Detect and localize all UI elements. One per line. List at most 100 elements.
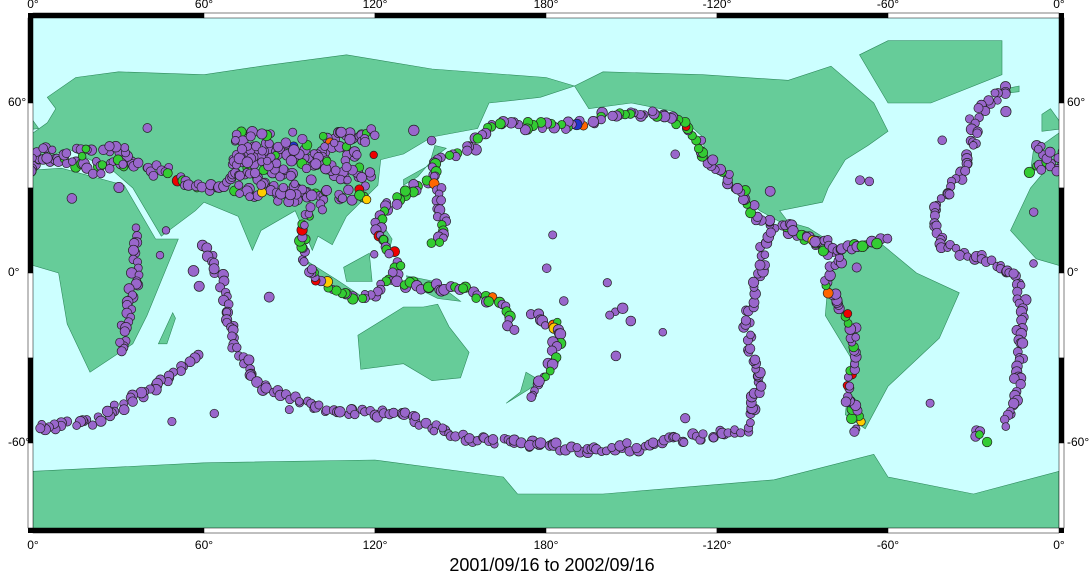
quake-dot [694, 143, 704, 154]
quake-dot [335, 126, 347, 138]
quake-dot [1008, 268, 1019, 279]
lat-label: 0° [8, 265, 20, 279]
quake-dot [310, 158, 322, 170]
lon-label: 180° [534, 0, 559, 11]
quake-dot [462, 145, 473, 156]
frame-band [374, 527, 547, 534]
quake-dot [370, 250, 379, 259]
quake-dot [72, 421, 81, 430]
quake-dot [436, 195, 446, 206]
quake-dot [104, 141, 115, 152]
quake-dot [1015, 379, 1026, 390]
quake-dot [354, 189, 366, 201]
quake-dot [245, 131, 256, 142]
quake-dot [464, 433, 475, 444]
quake-dot [765, 227, 776, 238]
lon-label: -60° [877, 538, 899, 552]
quake-dot [445, 150, 455, 160]
quake-dot [972, 128, 982, 139]
quake-dot [1023, 166, 1035, 178]
quake-dot [251, 141, 262, 152]
quake-dot [509, 324, 520, 335]
frame-band [32, 12, 205, 19]
quake-dot [1029, 259, 1038, 268]
quake-dot [260, 382, 272, 394]
quake-dot [101, 405, 114, 418]
frame-band [27, 272, 34, 359]
quake-dot [232, 342, 242, 353]
quake-dot [155, 251, 165, 260]
frame-bands [27, 12, 1065, 534]
quake-dot [33, 153, 37, 163]
quake-dot [526, 392, 537, 402]
quake-dot [824, 269, 836, 282]
quake-dot [671, 432, 681, 442]
quake-dot [851, 333, 860, 342]
quake-dot [851, 262, 862, 273]
quake-dot [707, 154, 719, 166]
quake-dot [167, 416, 177, 427]
quake-dot [408, 124, 420, 137]
quake-dot [118, 159, 128, 169]
quake-dot [290, 179, 299, 188]
quake-dot [278, 164, 289, 174]
quake-dot [16, 154, 25, 163]
quake-dot [295, 397, 304, 406]
quake-dot [426, 135, 437, 146]
quake-dot [990, 88, 1000, 98]
quake-dot [871, 237, 883, 250]
quake-dot [760, 250, 770, 259]
quake-dot [1067, 425, 1076, 434]
quake-dot [487, 434, 499, 445]
quake-dot [245, 192, 255, 202]
quake-dot [670, 149, 680, 160]
quake-dot [360, 136, 371, 148]
map-caption: 2001/09/16 to 2002/09/16 [449, 555, 654, 575]
quake-dot [471, 293, 481, 303]
quake-dot [131, 223, 141, 233]
quake-dot [605, 310, 615, 320]
quake-dot [234, 170, 245, 181]
quake-dot [680, 413, 691, 424]
lon-label: 0° [1053, 0, 1065, 11]
frame-band [27, 442, 34, 529]
quake-dot [314, 400, 324, 410]
quake-dot [305, 189, 318, 202]
lat-label: 0° [1067, 265, 1079, 279]
quake-dot [709, 433, 719, 443]
quake-dot [285, 170, 296, 181]
quake-layer [16, 81, 1076, 458]
frame-band [545, 527, 718, 534]
quake-dot [369, 150, 378, 160]
frame-band [1058, 442, 1065, 529]
quake-dot [617, 302, 629, 314]
quake-dot [305, 202, 316, 213]
quake-dot [973, 103, 984, 114]
frame-band [887, 527, 1060, 534]
quake-dot [533, 375, 545, 387]
quake-dot [66, 193, 78, 204]
quake-dot [256, 180, 266, 190]
quake-dot [764, 185, 776, 197]
frame-band [716, 12, 889, 19]
quake-dot [81, 144, 91, 154]
land [157, 312, 176, 345]
land [824, 244, 960, 430]
quake-dot [61, 148, 72, 158]
quake-dot [384, 249, 394, 259]
axis-labels: 0° 0° 60° 60° 120° 120° 180° 180° -120° -120° -60°… [8, 0, 1089, 552]
quake-dot [256, 128, 268, 140]
land [33, 167, 179, 373]
quake-dot [1029, 207, 1039, 217]
quake-dot [1064, 421, 1072, 429]
quake-dot [541, 263, 552, 273]
quake-dot [104, 164, 115, 174]
quake-dot [364, 167, 376, 178]
quake-dot [856, 240, 869, 253]
lon-label: 0° [27, 538, 39, 552]
quake-dot [936, 194, 946, 203]
quake-dot [317, 205, 327, 215]
frame-band [716, 527, 889, 534]
quake-dot [740, 315, 751, 326]
